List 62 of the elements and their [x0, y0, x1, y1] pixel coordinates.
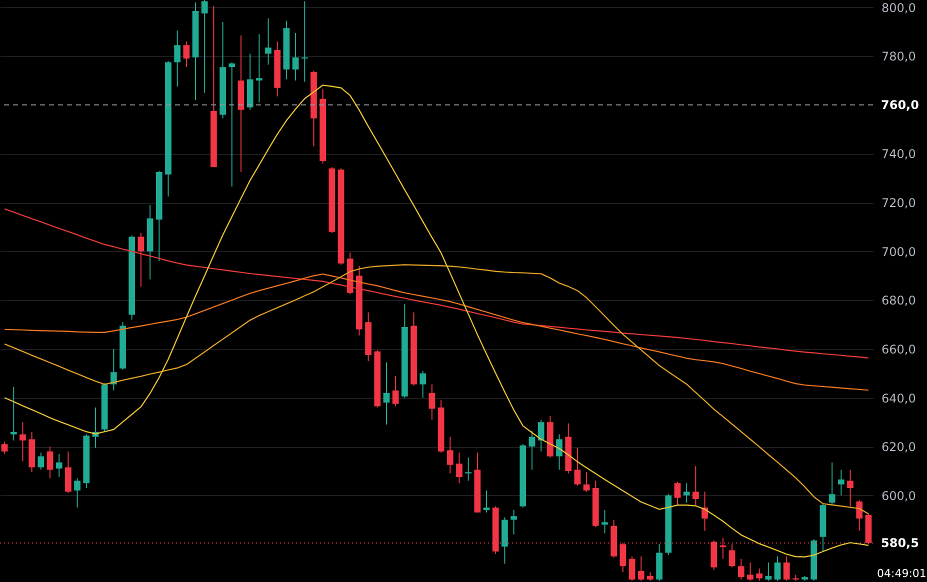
- y-tick-label: 640,0: [882, 391, 916, 406]
- candlestick: [856, 500, 863, 532]
- y-tick-label: 720,0: [882, 196, 916, 210]
- candlestick: [774, 556, 781, 582]
- ref-line-label: 760,0: [881, 98, 919, 112]
- y-tick-label: 780,0: [882, 50, 916, 64]
- y-tick-label: 600,0: [882, 488, 916, 503]
- candlestick: [265, 18, 272, 66]
- candlestick: [20, 422, 26, 462]
- y-tick-label: 700,0: [882, 244, 916, 259]
- candlestick: [847, 469, 854, 507]
- y-tick-label: 680,0: [882, 294, 916, 308]
- candlestick: [683, 482, 690, 504]
- candlestick: [38, 452, 44, 470]
- candlestick: [583, 472, 590, 492]
- line-series: [4, 84, 870, 558]
- candlestick: [292, 32, 299, 82]
- candlestick: [747, 562, 754, 582]
- candlestick: [510, 510, 517, 535]
- candlestick: [628, 556, 636, 582]
- candlestick: [483, 490, 490, 513]
- y-tick-label: 660,0: [882, 342, 916, 356]
- candlestick: [828, 462, 836, 506]
- candlestick: [383, 362, 390, 426]
- candlestick: [10, 386, 17, 441]
- candlestick: [446, 436, 454, 474]
- candlestick: [692, 466, 699, 506]
- line-series: [4, 208, 870, 359]
- candlestick: [228, 62, 236, 188]
- candlestick: [756, 568, 763, 582]
- candlestick: [46, 446, 54, 479]
- candlestick: [783, 556, 790, 582]
- candlestick: [110, 348, 117, 391]
- candlestick: [765, 562, 772, 582]
- candlestick: [256, 34, 262, 103]
- candlestick: [528, 430, 536, 470]
- candlestick: [1, 441, 8, 454]
- candlestick: [838, 469, 844, 496]
- candlestick: [538, 419, 544, 452]
- candlestick: [465, 457, 472, 482]
- candlestick: [456, 452, 462, 484]
- y-tick-label: 740,0: [882, 147, 916, 162]
- candlestick: [602, 510, 608, 534]
- candlestick: [56, 453, 62, 478]
- ref-line-label: 580,5: [881, 536, 919, 550]
- candlestick: [392, 375, 399, 407]
- y-tick-label: 620,0: [882, 440, 916, 454]
- y-tick-label: 800,0: [882, 0, 916, 15]
- text: 04:49:01: [877, 567, 926, 580]
- candlestick: [420, 370, 426, 398]
- candlestick: [556, 434, 562, 470]
- candlestick: [428, 384, 436, 420]
- candlestick: [201, 0, 208, 94]
- candlestick: [138, 232, 144, 288]
- candlestick: [574, 447, 581, 486]
- candlestick: [174, 30, 181, 88]
- candlestick: [638, 556, 644, 582]
- candlestick: [674, 481, 681, 506]
- candlestick: [738, 558, 744, 580]
- candlestick: [183, 40, 190, 68]
- line-series: [4, 273, 870, 391]
- candlestick: [74, 478, 80, 508]
